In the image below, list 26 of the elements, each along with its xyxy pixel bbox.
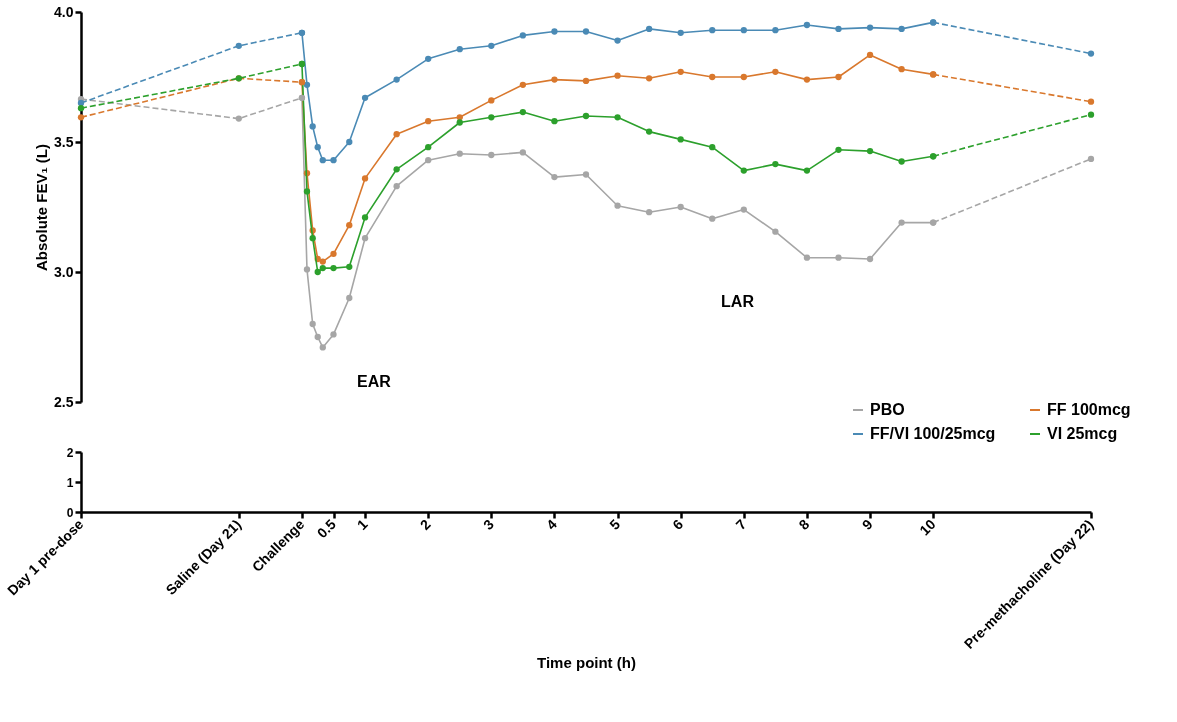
legend-label: VI 25mcg	[1047, 425, 1118, 442]
x-tick-label: 9	[858, 515, 876, 533]
x-tick-label: 5	[606, 515, 624, 533]
y-tick-label: 0	[66, 505, 74, 520]
legend-label: FF/VI 100/25mcg	[870, 425, 996, 442]
legend-label: FF 100mcg	[1047, 401, 1131, 418]
annotation: EAR	[357, 373, 392, 390]
x-tick-label: 0.5	[313, 515, 340, 542]
y-tick-label: 2	[66, 445, 74, 460]
x-tick-label: 6	[669, 515, 687, 533]
y-axis-title: Absolute FEV₁ (L)	[33, 143, 51, 272]
y-tick-label: 4.0	[54, 3, 74, 20]
x-tick-label: 2	[416, 515, 434, 533]
y-tick-label: 2.5	[54, 393, 74, 410]
x-tick-label: 4	[543, 515, 561, 533]
annotation: LAR	[721, 293, 755, 310]
x-axis-title: Time point (h)	[537, 653, 636, 671]
y-tick-label: 3.0	[54, 263, 74, 280]
x-tick-label: 8	[795, 515, 813, 533]
y-tick-label: 3.5	[54, 133, 74, 150]
legend-label: PBO	[870, 401, 905, 418]
x-tick-label: 3	[479, 515, 497, 533]
x-tick-label: 10	[916, 515, 939, 539]
x-tick-label: 7	[732, 515, 750, 533]
x-tick-label: 1	[353, 515, 371, 533]
y-tick-label: 1	[66, 475, 74, 490]
